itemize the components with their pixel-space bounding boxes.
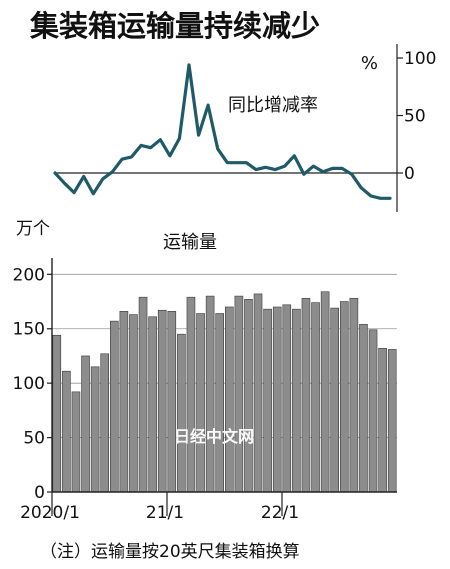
yoy-point bbox=[168, 154, 171, 157]
volume-bar bbox=[110, 320, 119, 493]
volume-bar bbox=[311, 302, 320, 493]
yoy-point bbox=[140, 144, 143, 147]
volume-bar bbox=[339, 301, 349, 493]
yoy-point bbox=[73, 191, 76, 194]
yoy-point bbox=[188, 64, 190, 66]
line-ytick-label: 100 bbox=[404, 49, 436, 69]
volume-bar bbox=[138, 296, 148, 493]
yoy-point bbox=[360, 187, 363, 189]
line-unit-label: % bbox=[361, 53, 378, 74]
yoy-point bbox=[379, 197, 382, 200]
volume-bar bbox=[301, 297, 311, 493]
line-chart-title: 同比增减率 bbox=[228, 95, 318, 116]
chart-title: 集装箱运输量持续减少 bbox=[29, 9, 320, 43]
yoy-point bbox=[178, 137, 181, 140]
yoy-point bbox=[293, 154, 296, 157]
volume-bar bbox=[157, 309, 167, 493]
volume-bar bbox=[320, 291, 330, 493]
yoy-point bbox=[149, 146, 152, 149]
volume-bar bbox=[148, 316, 157, 493]
yoy-point bbox=[235, 161, 238, 164]
volume-bar bbox=[359, 324, 368, 493]
volume-bar bbox=[282, 304, 292, 493]
yoy-point bbox=[226, 161, 229, 164]
volume-bar bbox=[81, 355, 90, 493]
volume-bar bbox=[292, 308, 301, 493]
bar-xtick-label: 21/1 bbox=[146, 503, 184, 523]
yoy-point bbox=[302, 173, 305, 176]
bar-unit-label: 万个 bbox=[16, 219, 50, 239]
volume-bar bbox=[234, 295, 244, 493]
yoy-point bbox=[130, 156, 133, 158]
volume-bar bbox=[272, 306, 282, 493]
line-ytick-label: 50 bbox=[404, 107, 426, 127]
yoy-point bbox=[92, 192, 95, 195]
yoy-point bbox=[245, 161, 248, 164]
volume-bar bbox=[253, 293, 263, 493]
volume-bar bbox=[378, 348, 387, 493]
volume-bar bbox=[52, 334, 62, 493]
volume-bar bbox=[129, 314, 138, 493]
volume-bar bbox=[196, 313, 205, 493]
bar-xtick-label: 2020/1 bbox=[20, 503, 80, 523]
volume-bar bbox=[186, 296, 196, 493]
yoy-point bbox=[82, 175, 85, 178]
yoy-point bbox=[274, 168, 277, 171]
yoy-point bbox=[111, 170, 114, 173]
yoy-point bbox=[322, 170, 324, 173]
yoy-point bbox=[283, 165, 286, 168]
yoy-point bbox=[159, 138, 162, 141]
yoy-point bbox=[312, 165, 315, 168]
bar-chart-title: 运输量 bbox=[163, 232, 217, 253]
yoy-point bbox=[264, 166, 267, 169]
yoy-point bbox=[350, 173, 353, 176]
volume-bar-chart: 万个 运输量 0 50 100 150 200 2020/1 21/1 22/1 日经中文网 bbox=[13, 219, 397, 523]
yoy-point bbox=[101, 177, 104, 180]
volume-bar bbox=[100, 353, 110, 493]
yoy-point bbox=[331, 167, 334, 170]
yoy-point bbox=[63, 182, 66, 185]
yoy-point bbox=[369, 195, 372, 197]
volume-bar bbox=[368, 329, 378, 493]
yoy-point bbox=[255, 168, 257, 171]
volume-bar bbox=[215, 313, 224, 493]
volume-bar bbox=[90, 366, 100, 493]
line-ytick-label: 0 bbox=[404, 164, 415, 184]
volume-bar bbox=[205, 295, 215, 493]
bar-ytick-label: 50 bbox=[23, 429, 45, 449]
bar-ytick-label: 200 bbox=[13, 265, 45, 285]
volume-bar bbox=[263, 308, 272, 493]
volume-bar bbox=[225, 306, 234, 493]
yoy-series-line bbox=[53, 63, 392, 200]
bar-xtick-label: 22/1 bbox=[261, 503, 299, 523]
yoy-point bbox=[197, 134, 200, 136]
footnote: （注）运输量按20英尺集装箱换算 bbox=[40, 542, 300, 562]
yoy-point bbox=[54, 172, 56, 174]
volume-bar bbox=[349, 297, 359, 493]
yoy-point bbox=[389, 197, 391, 200]
volume-bar bbox=[330, 307, 340, 493]
yoy-point bbox=[121, 158, 123, 161]
yoy-line-chart: 同比增减率 % 0 50 100 bbox=[53, 44, 436, 212]
yoy-point bbox=[207, 104, 210, 107]
watermark-text: 日经中文网 bbox=[174, 427, 254, 446]
volume-bar bbox=[167, 311, 177, 493]
bar-ytick-label: 0 bbox=[34, 483, 45, 503]
volume-bar bbox=[62, 370, 71, 493]
volume-bar bbox=[71, 391, 81, 493]
volume-bar bbox=[119, 311, 129, 493]
volume-bar bbox=[177, 333, 186, 493]
yoy-point bbox=[216, 147, 219, 150]
volume-bar bbox=[387, 349, 397, 493]
bar-ytick-label: 150 bbox=[13, 320, 45, 340]
volume-bar bbox=[244, 299, 253, 493]
yoy-point bbox=[341, 167, 344, 170]
bar-ytick-label: 100 bbox=[13, 374, 45, 394]
